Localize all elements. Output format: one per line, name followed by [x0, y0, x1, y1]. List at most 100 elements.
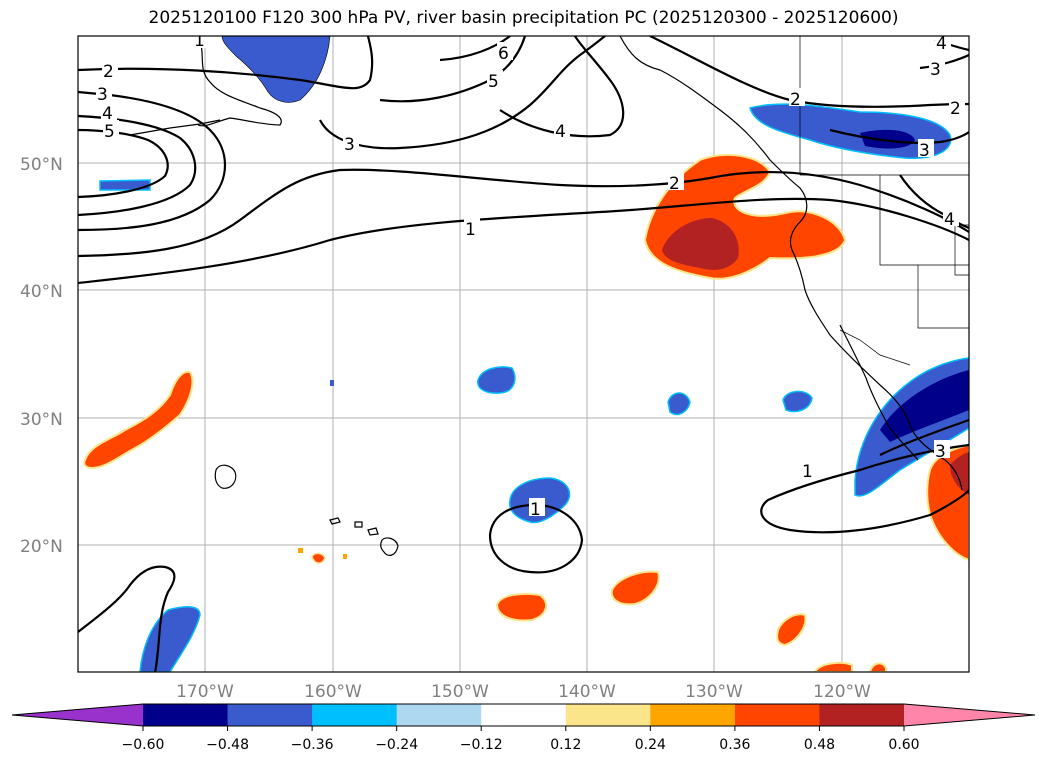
- pv-contour-5: [379, 36, 527, 103]
- contour-label: 1: [802, 462, 813, 482]
- precip-blob-positive: [950, 452, 969, 495]
- lon-label: 140°W: [558, 682, 616, 702]
- precip-blob-positive: [83, 370, 194, 470]
- lat-label: 40°N: [20, 282, 63, 302]
- contour-label: 3: [97, 85, 108, 105]
- precip-blob-positive: [868, 662, 887, 672]
- coastline: [329, 517, 341, 525]
- pv-contour-1: [78, 565, 176, 672]
- colorbar-segment: [312, 704, 398, 726]
- precip-shading: [83, 36, 969, 672]
- precip-blob-negative: [880, 370, 969, 442]
- contour-label: 4: [102, 104, 113, 124]
- lat-label: 50°N: [20, 155, 63, 175]
- colorbar-extend-low: [12, 704, 143, 726]
- pv-contour-6: [439, 36, 511, 62]
- contour-label: 6: [498, 44, 509, 64]
- lon-label: 160°W: [304, 682, 362, 702]
- contour-label: 5: [488, 72, 499, 92]
- lat-label: 30°N: [20, 410, 63, 430]
- pv-contour-1: [488, 503, 584, 574]
- pv-contours: [78, 36, 969, 672]
- contour-label: 2: [669, 174, 680, 194]
- contour-label: 4: [555, 122, 566, 142]
- pv-contour-1: [879, 418, 969, 456]
- colorbar-segment: [734, 704, 820, 726]
- map-frame: [77, 35, 970, 673]
- colorbar-tick-label: −0.60: [122, 737, 165, 753]
- colorbar-extend-high: [904, 704, 1035, 726]
- contour-label: 3: [344, 135, 355, 155]
- precip-blob-negative: [221, 36, 331, 103]
- precip-blob-negative: [139, 605, 201, 672]
- precip-blob-negative: [667, 392, 691, 416]
- pv-contour-3: [319, 36, 606, 150]
- pv-contour-3: [78, 90, 227, 232]
- pv-contour-1: [760, 443, 969, 534]
- coastline: [380, 537, 399, 556]
- colorbar-tick-label: 0.60: [888, 737, 919, 753]
- coastline: [214, 464, 237, 489]
- contour-label: 4: [944, 210, 955, 230]
- colorbar-tick-label: 0.12: [550, 737, 581, 753]
- map-area: 2 3 4 5 3 5 6 4 1 2 2 3 4 2: [78, 31, 969, 672]
- colorbar-tick-label: −0.36: [291, 737, 334, 753]
- colorbar-tick-label: −0.48: [206, 737, 249, 753]
- lon-label: 170°W: [176, 682, 234, 702]
- contour-label: 2: [950, 99, 961, 119]
- colorbar-tick-label: 0.24: [635, 737, 666, 753]
- precip-blob-negative: [782, 390, 813, 413]
- contour-label: 2: [103, 62, 114, 82]
- colorbar: −0.60 −0.48 −0.36 −0.24 −0.12 0.12 0.24 0.36 0.4…: [11, 703, 1036, 753]
- contour-label: 3: [919, 141, 930, 161]
- pv-contour-2: [649, 36, 969, 108]
- colorbar-tick-label: 0.36: [719, 737, 750, 753]
- colorbar-segment: [565, 704, 651, 726]
- colorbar-segment: [650, 704, 736, 726]
- lon-label: 120°W: [813, 682, 871, 702]
- pv-contour-3: [919, 53, 969, 70]
- pv-contour-4: [78, 114, 197, 217]
- lon-label: 150°W: [431, 682, 489, 702]
- coastline: [129, 119, 221, 136]
- precip-blob-positive: [813, 661, 853, 672]
- pv-contour-3: [829, 128, 969, 144]
- precip-blob-negative: [477, 366, 516, 394]
- precip-blob-negative: [330, 380, 334, 386]
- coastline: [354, 521, 363, 528]
- colorbar-tick-label: −0.24: [375, 737, 418, 753]
- contour-label: 3: [930, 60, 941, 80]
- contour-label: 1: [194, 31, 205, 51]
- pv-contour-2: [78, 36, 374, 90]
- precip-blob-negative: [99, 179, 151, 191]
- contour-label: 4: [936, 34, 947, 54]
- coastline: [367, 527, 379, 536]
- colorbar-segment: [819, 704, 905, 726]
- contour-label: 3: [935, 442, 946, 462]
- contour-label: 1: [530, 500, 541, 520]
- precip-blob-positive: [298, 548, 303, 553]
- contour-labels: 2 3 4 5 3 5 6 4 1 2 2 3 4 2: [96, 31, 965, 520]
- lat-label: 20°N: [20, 537, 63, 557]
- gridlines: [78, 36, 969, 672]
- colorbar-tick-label: −0.12: [460, 737, 503, 753]
- contour-label: 2: [790, 90, 801, 110]
- coastline: [197, 39, 282, 127]
- colorbar-segment: [396, 704, 482, 726]
- pv-contour-2: [78, 168, 969, 258]
- precip-blob-negative: [860, 129, 915, 149]
- precip-blob-positive: [610, 570, 660, 606]
- precip-blob-positive: [311, 552, 326, 564]
- contour-label: 5: [104, 122, 115, 142]
- colorbar-segment: [481, 704, 567, 726]
- precip-blob-positive: [495, 592, 548, 622]
- precip-blob-positive: [662, 218, 739, 270]
- pv-contour-1: [78, 197, 969, 285]
- map-title: 2025120100 F120 300 hPa PV, river basin …: [148, 8, 899, 28]
- precip-blob-positive: [343, 554, 347, 559]
- precip-blob-positive: [776, 613, 807, 647]
- lon-labels: 170°W 160°W 150°W 140°W 130°W 120°W: [176, 682, 871, 702]
- contour-label: 1: [465, 220, 476, 240]
- colorbar-segment: [227, 704, 313, 726]
